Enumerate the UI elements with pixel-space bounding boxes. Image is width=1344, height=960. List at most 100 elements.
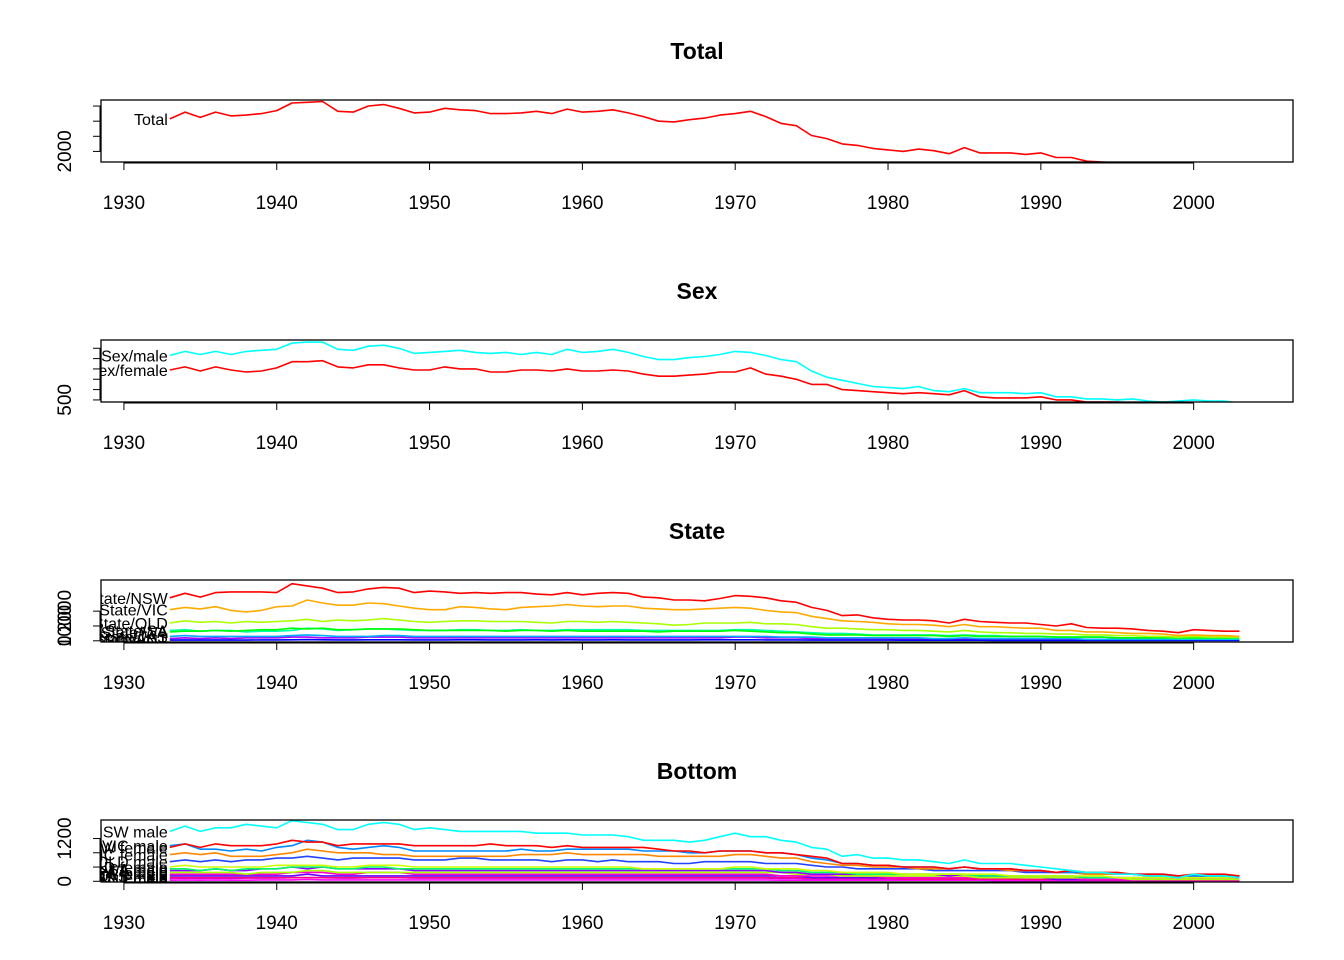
y-tick-label: 1200 [55, 817, 76, 859]
series-line [169, 100, 1118, 162]
x-axis: 1930 1940 1950 1960 1970 1980 1990 2000 [103, 162, 1215, 214]
y-tick-label: 2000 [55, 590, 76, 632]
panel-frame [100, 819, 1294, 883]
series-label: ACT male [97, 871, 168, 888]
series-label: State/NT [105, 633, 168, 650]
x-tick-label: 2000 [1173, 193, 1215, 214]
panel-2: State State/NSWState/VICState/QLDState/WA… [55, 518, 1294, 694]
x-tick-label: 1950 [408, 913, 450, 934]
series-label: TAS female [85, 871, 168, 888]
series-label: WA male [104, 864, 168, 881]
x-tick-label: 1970 [714, 673, 756, 694]
x-tick-label: 1980 [867, 193, 909, 214]
series-line [169, 820, 1240, 879]
series-label: NSW female [78, 840, 168, 857]
x-tick-label: 1930 [103, 913, 145, 934]
series-label: NSW male [91, 824, 168, 841]
x-tick-label: 2000 [1173, 673, 1215, 694]
x-tick-label: 2000 [1173, 433, 1215, 454]
series-label: WA female [91, 867, 168, 884]
series-line [169, 878, 1240, 882]
series-label: SA female [95, 865, 168, 882]
series-line [169, 627, 1240, 639]
series-label: State/NSW [89, 591, 169, 608]
y-tick-label: 0 [55, 876, 76, 887]
x-tick-label: 1980 [867, 433, 909, 454]
series-label: State/WA [101, 625, 168, 642]
series-line [169, 582, 1240, 634]
y-tick-label: 500 [55, 384, 76, 416]
series-line [169, 599, 1240, 638]
panel-title: State [669, 518, 725, 544]
x-tick-label: 1930 [103, 193, 145, 214]
series-label: TAS male [99, 869, 168, 886]
series-line [169, 869, 1240, 881]
series-line [169, 638, 1240, 642]
series-label: VIC male [102, 839, 168, 856]
plot-area: Total [134, 100, 1118, 162]
series-label: Sex/male [101, 349, 168, 366]
y-axis: 0 1200 [55, 817, 101, 887]
x-tick-label: 1990 [1020, 433, 1062, 454]
x-axis: 1930 1940 1950 1960 1970 1980 1990 2000 [103, 402, 1215, 454]
panel-0: Total Total 1930 1940 1950 1960 1970 1980 1990 20… [55, 38, 1294, 214]
y-axis: 500 [55, 347, 101, 416]
x-tick-label: 2000 [1173, 913, 1215, 934]
series-label: SA male [108, 862, 168, 879]
panel-title: Total [670, 38, 723, 64]
x-tick-label: 1930 [103, 673, 145, 694]
panel-frame [100, 99, 1294, 163]
x-tick-label: 1990 [1020, 193, 1062, 214]
y-tick-label: 2000 [55, 130, 76, 172]
x-axis: 1930 1940 1950 1960 1970 1980 1990 2000 [103, 642, 1215, 694]
series-label: State/SA [105, 623, 168, 640]
y-tick-label: 1000 [55, 605, 76, 647]
series-label: Sex/female [88, 363, 168, 380]
x-tick-label: 1950 [408, 193, 450, 214]
x-tick-label: 1950 [408, 433, 450, 454]
series-line [169, 634, 1240, 641]
x-tick-label: 1960 [561, 673, 603, 694]
panel-frame [100, 339, 1294, 403]
series-line [169, 839, 1240, 877]
series-line [169, 341, 1239, 402]
series-label: Total [134, 112, 168, 129]
series-line [169, 873, 1240, 881]
x-axis: 1930 1940 1950 1960 1970 1980 1990 2000 [103, 882, 1215, 934]
x-tick-label: 1960 [561, 433, 603, 454]
series-label: NT male [108, 873, 168, 890]
series-label: State/ACT [94, 632, 168, 649]
x-tick-label: 1930 [103, 433, 145, 454]
x-tick-label: 1980 [867, 913, 909, 934]
y-axis: 2000 [55, 105, 101, 173]
series-line [169, 617, 1240, 638]
x-tick-label: 1980 [867, 673, 909, 694]
x-tick-label: 1940 [256, 913, 298, 934]
x-tick-label: 1970 [714, 193, 756, 214]
x-tick-label: 1970 [714, 913, 756, 934]
series-line [169, 864, 1240, 879]
series-label: QLD male [96, 855, 168, 872]
y-tick-label: 0 [55, 636, 76, 647]
x-tick-label: 1940 [256, 433, 298, 454]
panel-title: Sex [677, 278, 718, 304]
x-tick-label: 1990 [1020, 913, 1062, 934]
x-tick-label: 1990 [1020, 673, 1062, 694]
x-tick-label: 1960 [561, 193, 603, 214]
x-tick-label: 1940 [256, 193, 298, 214]
series-label: VIC female [89, 848, 168, 865]
series-label: State/QLD [93, 616, 168, 633]
panel-title: Bottom [657, 758, 737, 784]
x-tick-label: 1950 [408, 673, 450, 694]
plot-area: State/NSWState/VICState/QLDState/WAState… [89, 582, 1240, 650]
x-tick-label: 1960 [561, 913, 603, 934]
x-tick-label: 1940 [256, 673, 298, 694]
series-label: State/VIC [99, 603, 167, 620]
x-tick-label: 1970 [714, 433, 756, 454]
series-label: State/TAS [96, 629, 168, 646]
series-label: QLD female [82, 860, 167, 877]
